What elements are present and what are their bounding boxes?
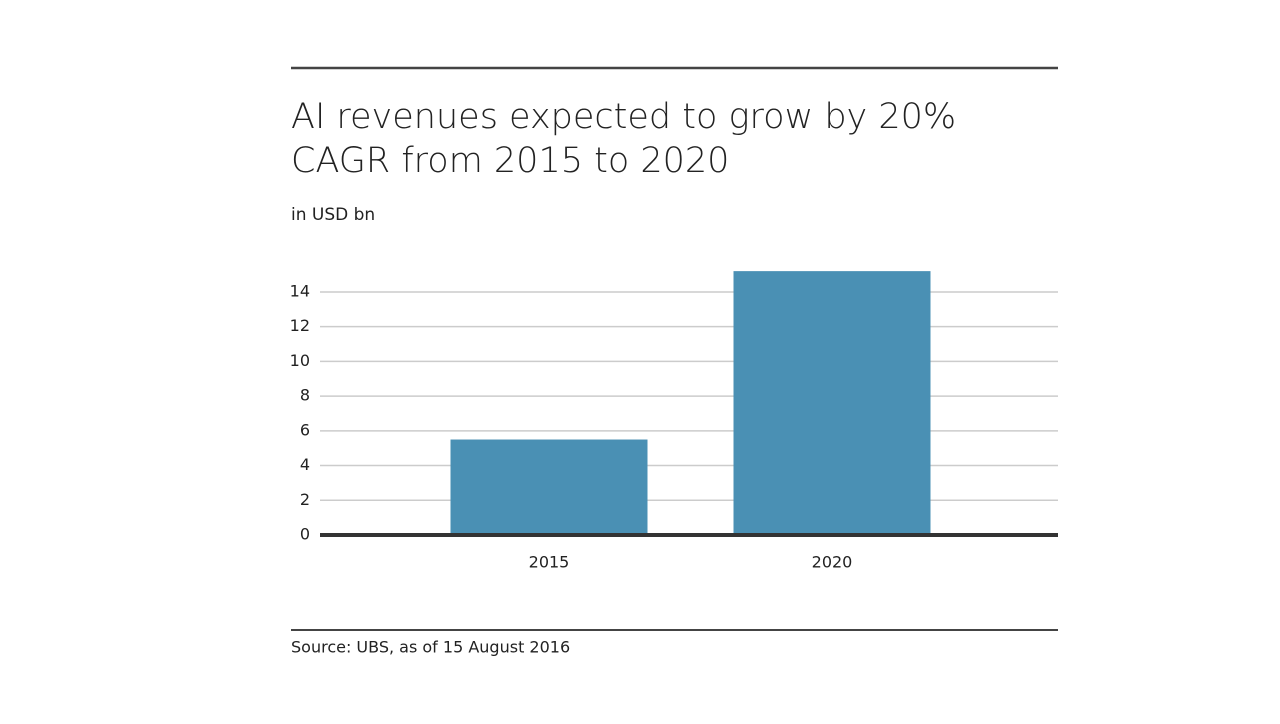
bar [450,439,648,535]
y-tick-label: 8 [300,386,310,405]
y-tick-label: 2 [300,490,310,509]
y-tick-label: 6 [300,420,310,439]
chart-title-line: CAGR from 2015 to 2020 [291,141,729,181]
source: Source: UBS, as of 15 August 2016 [291,638,570,657]
x-tick-label: 2020 [812,553,853,572]
y-tick-label: 12 [290,316,310,335]
y-tick-label: 14 [290,281,310,300]
chart-subtitle: in USD bn [291,205,375,225]
bar [733,271,931,535]
chart-title-line: AI revenues expected to grow by 20% [291,97,956,137]
x-tick-label: 2015 [529,553,570,572]
y-tick-label: 10 [290,351,310,370]
y-tick-label: 4 [300,455,310,474]
y-tick-label: 0 [300,525,310,544]
